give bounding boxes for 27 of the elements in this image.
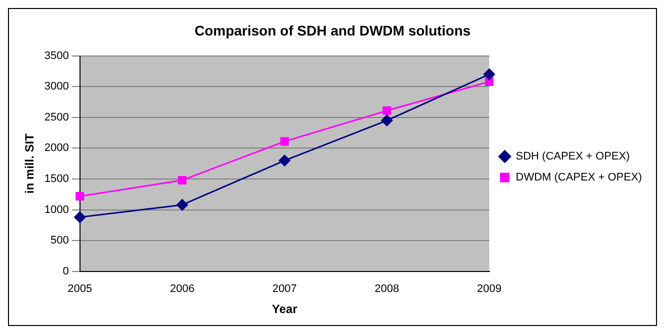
x-tick-label: 2009 (477, 283, 502, 296)
y-tick-label: 1000 (44, 204, 69, 216)
y-axis-title: in mill. SIT (22, 132, 37, 194)
x-tick-label: 2006 (170, 283, 194, 296)
y-tick-label: 500 (50, 234, 69, 247)
point (178, 176, 186, 185)
point (484, 68, 495, 80)
y-tick-label: 1500 (44, 173, 69, 186)
point (278, 154, 290, 166)
x-tick-label: 2008 (374, 283, 400, 296)
x-axis-title: Year (272, 302, 298, 316)
x-tick-label: 2005 (68, 283, 92, 296)
y-tick-label: 0 (62, 265, 69, 278)
legend-label: DWDM (CAPEX + OPEX) (516, 172, 642, 184)
y-tick-label: 3000 (44, 80, 69, 93)
point (382, 106, 392, 115)
point (74, 211, 86, 223)
point (280, 137, 289, 146)
y-tick-label: 2000 (44, 142, 69, 154)
point (381, 114, 393, 126)
legend-label: SDH (CAPEX + OPEX) (516, 150, 630, 163)
x-tick-label: 2007 (272, 283, 297, 296)
y-tick-label: 3500 (44, 50, 69, 62)
point (176, 199, 188, 211)
y-tick-label: 2500 (44, 111, 69, 124)
chart-title: Comparison of SDH and DWDM solutions (194, 22, 471, 38)
point (76, 192, 84, 201)
